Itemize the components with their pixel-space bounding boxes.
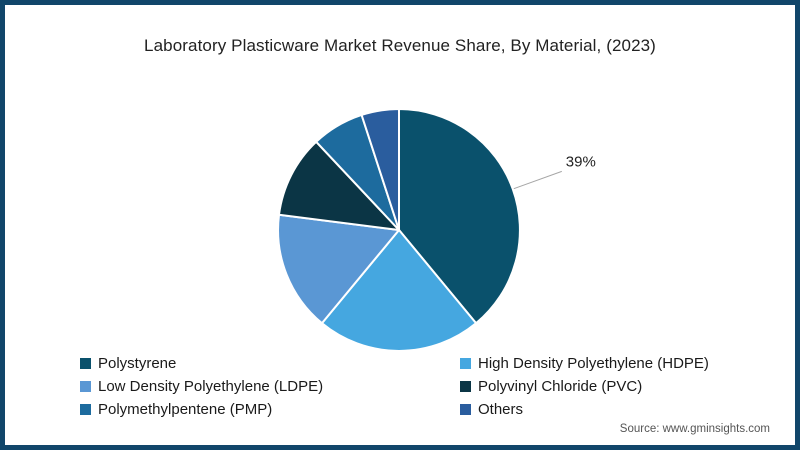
source-credit: Source: www.gminsights.com [619,423,770,435]
legend-label: Polyvinyl Chloride (PVC) [478,378,643,395]
pie-slice-2 [277,213,400,325]
legend-item: Polystyrene [80,352,460,375]
legend-label: Polystyrene [98,355,177,372]
legend-label: Others [478,401,524,418]
pie-slice-3 [278,140,400,231]
legend-label: Low Density Polyethylene (LDPE) [98,378,324,395]
legend-item: Polymethylpentene (PMP) [80,398,460,421]
legend-swatch-icon [460,381,471,392]
legend-swatch-icon [460,358,471,369]
callout-value-label: 39% [566,153,596,170]
legend-swatch-icon [460,404,471,415]
legend-item: High Density Polyethylene (HDPE) [460,352,709,375]
legend-label: High Density Polyethylene (HDPE) [478,355,709,372]
legend-item: Low Density Polyethylene (LDPE) [80,375,460,398]
legend-swatch-icon [80,404,91,415]
legend-item: Polyvinyl Chloride (PVC) [460,375,709,398]
pie-slice-1 [320,229,478,352]
legend: Polystyrene High Density Polyethylene (HD… [80,352,709,421]
legend-label: Polymethylpentene (PMP) [98,401,273,418]
chart-title: Laboratory Plasticware Market Revenue Sh… [144,36,656,55]
legend-swatch-icon [80,381,91,392]
callout-leader-line [513,170,562,190]
pie-slice-5 [360,107,400,231]
legend-item: Others [460,398,709,421]
pie-slice-0 [398,108,521,325]
legend-swatch-icon [80,358,91,369]
